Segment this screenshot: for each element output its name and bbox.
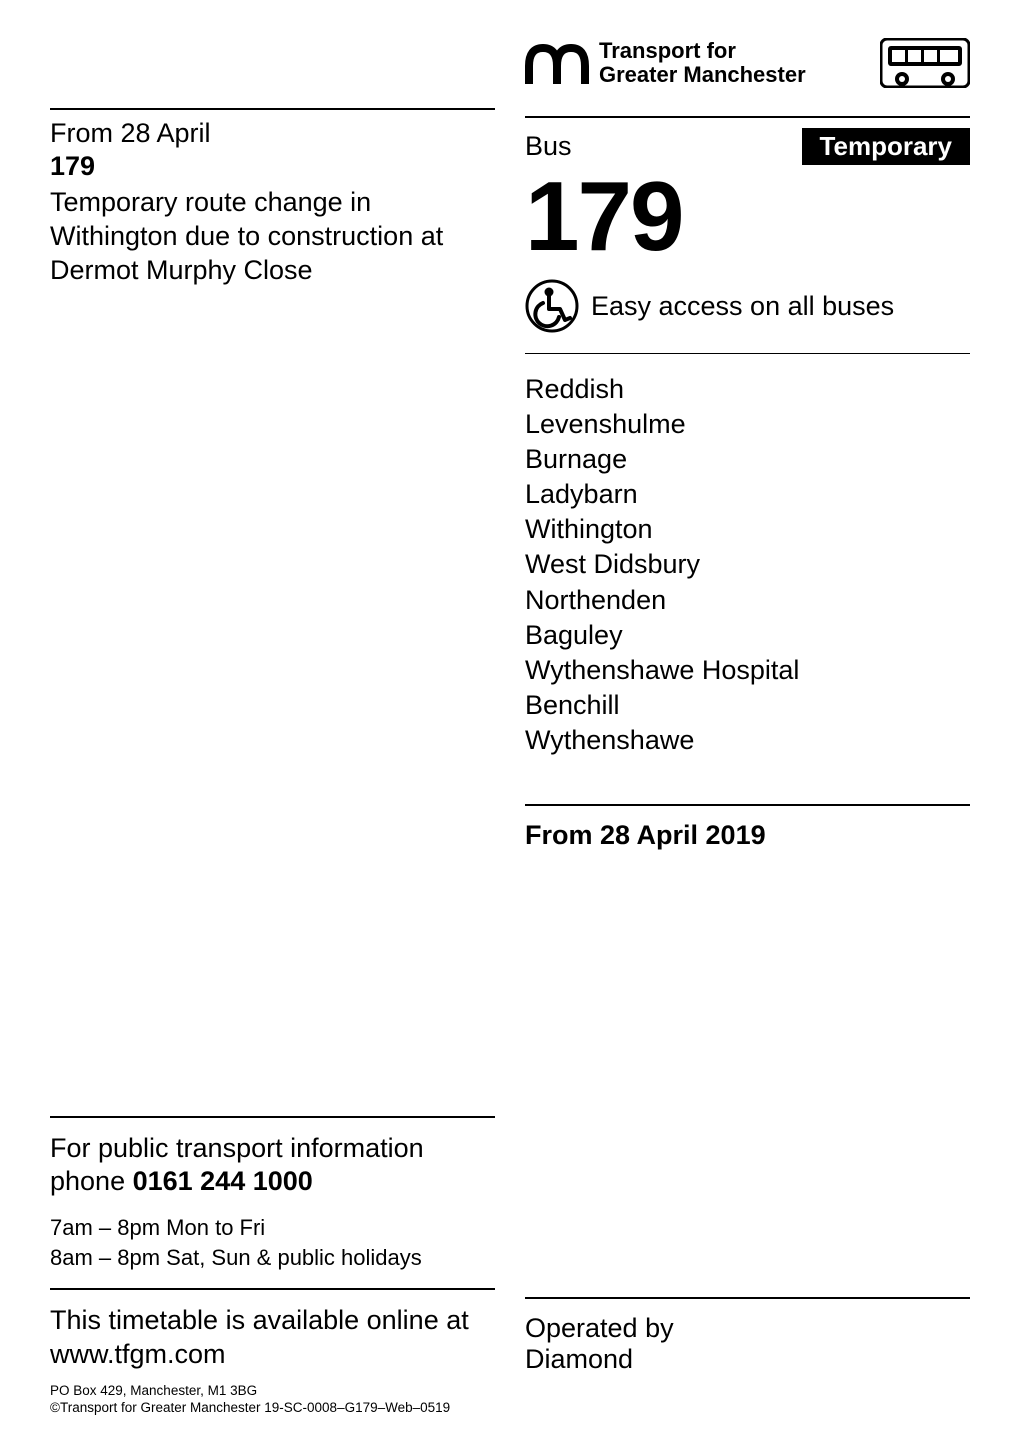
stop-item: Withington <box>525 512 970 547</box>
divider <box>525 353 970 354</box>
easy-access-text: Easy access on all buses <box>591 291 894 322</box>
stop-item: Ladybarn <box>525 477 970 512</box>
header-logos-row: Transport for Greater Manchester <box>525 38 970 88</box>
stop-item: Levenshulme <box>525 407 970 442</box>
brand-line1: Transport for <box>599 39 806 63</box>
public-transport-info-block: For public transport information phone 0… <box>50 1132 495 1200</box>
divider <box>525 1297 970 1299</box>
divider <box>50 108 495 110</box>
notice-route-number: 179 <box>50 151 495 182</box>
stop-item: Wythenshawe <box>525 723 970 758</box>
smallprint-block: PO Box 429, Manchester, M1 3BG ©Transpor… <box>50 1382 495 1417</box>
right-column: Transport for Greater Manchester <box>525 38 970 851</box>
pti-text-line2: phone 0161 244 1000 <box>50 1165 495 1199</box>
operator-name: Diamond <box>525 1344 970 1375</box>
stop-item: Northenden <box>525 583 970 618</box>
tfgm-brand-block: Transport for Greater Manchester <box>525 38 806 88</box>
bus-mode-label: Bus <box>525 131 572 162</box>
divider <box>50 1116 495 1118</box>
tfgm-brand-text: Transport for Greater Manchester <box>599 39 806 87</box>
stop-item: Reddish <box>525 372 970 407</box>
footer-right-column: Operated by Diamond <box>525 1297 970 1417</box>
easy-access-row: Easy access on all buses <box>525 279 970 333</box>
stops-list: Reddish Levenshulme Burnage Ladybarn Wit… <box>525 372 970 758</box>
notice-from-date: From 28 April <box>50 118 495 149</box>
pti-phone-number: 0161 244 1000 <box>133 1166 313 1196</box>
online-availability-block: This timetable is available online at ww… <box>50 1304 495 1372</box>
online-line1: This timetable is available online at <box>50 1304 495 1338</box>
stop-item: Burnage <box>525 442 970 477</box>
stop-item: Wythenshawe Hospital <box>525 653 970 688</box>
left-column: From 28 April 179 Temporary route change… <box>50 38 495 851</box>
route-number-large: 179 <box>525 167 970 265</box>
stop-item: Benchill <box>525 688 970 723</box>
smallprint-copyright: ©Transport for Greater Manchester 19-SC-… <box>50 1399 495 1417</box>
pti-phone-prefix: phone <box>50 1166 133 1196</box>
pti-text-line1: For public transport information <box>50 1132 495 1166</box>
opening-hours-block: 7am – 8pm Mon to Fri 8am – 8pm Sat, Sun … <box>50 1213 495 1272</box>
smallprint-address: PO Box 429, Manchester, M1 3BG <box>50 1382 495 1400</box>
hours-line1: 7am – 8pm Mon to Fri <box>50 1213 495 1243</box>
temporary-badge: Temporary <box>802 128 970 165</box>
divider <box>525 116 970 118</box>
operator-block: Operated by Diamond <box>525 1313 970 1375</box>
bus-side-icon <box>880 38 970 88</box>
brand-line2: Greater Manchester <box>599 63 806 87</box>
stop-item: West Didsbury <box>525 547 970 582</box>
notice-description: Temporary route change in Withington due… <box>50 186 495 287</box>
footer-left-column: For public transport information phone 0… <box>50 1116 495 1417</box>
bus-temporary-row: Bus Temporary <box>525 128 970 165</box>
wheelchair-icon <box>525 279 579 333</box>
online-url: www.tfgm.com <box>50 1338 495 1372</box>
effective-date: From 28 April 2019 <box>525 820 970 851</box>
tfgm-arches-logo-icon <box>525 38 589 88</box>
footer-section: For public transport information phone 0… <box>50 1116 970 1417</box>
stop-item: Baguley <box>525 618 970 653</box>
divider <box>525 804 970 806</box>
divider <box>50 1288 495 1290</box>
hours-line2: 8am – 8pm Sat, Sun & public holidays <box>50 1243 495 1273</box>
operator-label: Operated by <box>525 1313 970 1344</box>
